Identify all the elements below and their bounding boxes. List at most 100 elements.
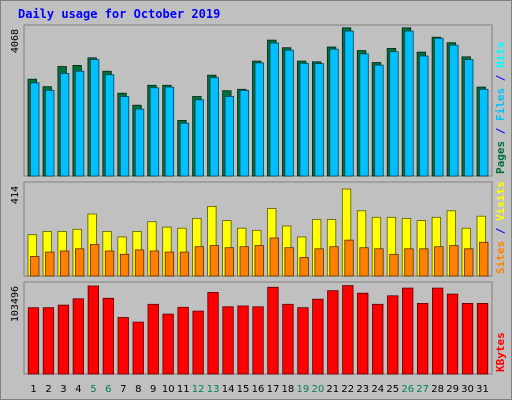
x-tick-label-day-4: 4 bbox=[75, 384, 81, 395]
bar-visits-sites-day-3 bbox=[60, 250, 70, 277]
axis-label-part-pages: Pages bbox=[494, 141, 507, 174]
bar-kbytes-kbytes-day-28 bbox=[431, 287, 444, 375]
x-tick-label-day-9: 9 bbox=[150, 384, 156, 395]
x-tick-label-day-23: 23 bbox=[356, 384, 369, 395]
x-tick-label-day-29: 29 bbox=[446, 384, 459, 395]
x-tick-label-day-27: 27 bbox=[416, 384, 429, 395]
bar-visits-sites-day-28 bbox=[434, 246, 444, 277]
x-tick-label-day-18: 18 bbox=[282, 384, 295, 395]
x-tick-label-day-24: 24 bbox=[371, 384, 384, 395]
chart-title: Daily usage for October 2019 bbox=[18, 7, 220, 21]
bar-kbytes-kbytes-day-26 bbox=[401, 287, 414, 375]
x-axis-labels: 1 2 3 4 5 6 7 8 9 10 11 12 13 14 15 16 17 18 19 20 21 22 23 24 2… bbox=[30, 384, 489, 395]
panel-max-label-hits: 4068 bbox=[10, 29, 21, 53]
bar-kbytes-kbytes-day-13 bbox=[207, 291, 219, 375]
bar-kbytes-kbytes-day-3 bbox=[57, 304, 70, 375]
bar-kbytes-kbytes-day-2 bbox=[42, 307, 55, 375]
x-tick-label-day-1: 1 bbox=[30, 384, 36, 395]
bar-visits-sites-day-2 bbox=[45, 251, 55, 277]
bar-visits-sites-day-7 bbox=[119, 253, 130, 277]
bar-hits-files-day-17 bbox=[269, 42, 279, 177]
x-tick-label-day-6: 6 bbox=[105, 384, 111, 395]
bar-hits-files-day-10 bbox=[164, 86, 175, 177]
bar-visits-sites-day-11 bbox=[179, 251, 190, 277]
bar-kbytes-kbytes-day-25 bbox=[387, 295, 399, 375]
bar-visits-sites-day-19 bbox=[299, 257, 309, 277]
bar-kbytes-kbytes-day-5 bbox=[87, 285, 99, 375]
bar-kbytes-kbytes-day-20 bbox=[312, 298, 324, 375]
bar-kbytes-kbytes-day-10 bbox=[162, 313, 174, 375]
x-tick-label-day-25: 25 bbox=[386, 384, 399, 395]
bar-visits-sites-day-16 bbox=[254, 245, 264, 277]
bar-kbytes-kbytes-day-1 bbox=[27, 307, 40, 375]
bar-kbytes-kbytes-day-7 bbox=[117, 317, 129, 375]
bar-visits-sites-day-12 bbox=[194, 246, 205, 277]
bar-hits-files-day-9 bbox=[149, 87, 160, 177]
bar-kbytes-kbytes-day-18 bbox=[282, 303, 294, 375]
axis-label-separator: / bbox=[494, 68, 507, 88]
bar-kbytes-kbytes-day-17 bbox=[267, 286, 279, 375]
x-tick-label-day-15: 15 bbox=[237, 384, 250, 395]
bar-hits-files-day-7 bbox=[119, 96, 130, 177]
bar-kbytes-kbytes-day-31 bbox=[476, 302, 489, 375]
bar-hits-files-day-29 bbox=[449, 44, 459, 177]
bar-visits-sites-day-18 bbox=[284, 247, 294, 277]
bar-visits-sites-day-23 bbox=[359, 247, 369, 277]
bar-kbytes-kbytes-day-19 bbox=[297, 307, 309, 375]
x-tick-label-day-31: 31 bbox=[476, 384, 489, 395]
bar-kbytes-kbytes-day-9 bbox=[147, 303, 159, 375]
axis-label-part-sites: Sites bbox=[494, 241, 507, 274]
bar-visits-sites-day-13 bbox=[209, 245, 220, 277]
bar-visits-sites-day-6 bbox=[104, 250, 115, 277]
bar-hits-files-day-2 bbox=[45, 90, 55, 177]
bar-hits-files-day-14 bbox=[224, 96, 235, 177]
bar-visits-sites-day-15 bbox=[239, 246, 249, 277]
bar-hits-files-day-8 bbox=[134, 108, 145, 177]
x-tick-label-day-5: 5 bbox=[90, 384, 96, 395]
bar-visits-sites-day-31 bbox=[479, 241, 489, 277]
bar-hits-files-day-18 bbox=[284, 49, 294, 177]
bar-hits-files-day-26 bbox=[404, 30, 414, 177]
bar-kbytes-kbytes-day-30 bbox=[461, 302, 474, 375]
bar-visits-sites-day-8 bbox=[134, 249, 145, 277]
bar-hits-files-day-28 bbox=[434, 37, 444, 177]
x-tick-label-day-11: 11 bbox=[177, 384, 190, 395]
bar-hits-files-day-24 bbox=[374, 64, 384, 177]
bar-visits-sites-day-21 bbox=[329, 246, 339, 277]
bar-visits-sites-day-5 bbox=[90, 244, 100, 277]
bar-visits-sites-day-17 bbox=[269, 237, 279, 277]
bar-visits-sites-day-29 bbox=[449, 245, 459, 277]
bar-kbytes-kbytes-day-12 bbox=[192, 310, 204, 375]
bar-kbytes-kbytes-day-23 bbox=[357, 292, 369, 375]
axis-label-part-kbytes: KBytes bbox=[494, 332, 507, 372]
bar-hits-files-day-27 bbox=[419, 55, 429, 177]
panel-axis-label-hits: Pages / Files / Hits bbox=[494, 42, 507, 175]
bar-hits-files-day-13 bbox=[209, 77, 220, 177]
bar-kbytes-kbytes-day-14 bbox=[222, 306, 234, 375]
axis-label-part-visits: Visits bbox=[494, 181, 507, 221]
bar-visits-sites-day-26 bbox=[404, 248, 414, 277]
bar-kbytes-kbytes-day-15 bbox=[237, 305, 249, 375]
bar-hits-files-day-15 bbox=[239, 90, 249, 177]
bar-hits-files-day-3 bbox=[60, 73, 70, 177]
axis-label-separator: / bbox=[494, 121, 507, 141]
axis-label-part-files: Files bbox=[494, 88, 507, 121]
bar-visits-sites-day-1 bbox=[30, 255, 40, 277]
panel-max-label-visits: 414 bbox=[10, 186, 21, 204]
x-tick-label-day-26: 26 bbox=[401, 384, 414, 395]
x-tick-label-day-13: 13 bbox=[207, 384, 220, 395]
x-tick-label-day-10: 10 bbox=[162, 384, 175, 395]
bar-hits-files-day-30 bbox=[464, 59, 474, 177]
panel-hits: 4068 Pages / Files / Hits bbox=[10, 24, 507, 177]
x-tick-label-day-16: 16 bbox=[252, 384, 265, 395]
bar-hits-files-day-25 bbox=[389, 51, 399, 177]
bar-visits-sites-day-10 bbox=[164, 251, 175, 277]
bar-visits-sites-day-20 bbox=[314, 248, 324, 277]
bar-visits-sites-day-14 bbox=[224, 247, 235, 277]
bar-visits-sites-day-4 bbox=[75, 248, 85, 277]
axis-label-part-hits: Hits bbox=[494, 42, 507, 69]
bar-kbytes-kbytes-day-6 bbox=[102, 297, 114, 375]
chart-panels: 4068 Pages / Files / Hits 414 Sites / Visit… bbox=[10, 24, 507, 375]
bar-visits-sites-day-25 bbox=[389, 253, 399, 277]
bar-visits-sites-day-22 bbox=[344, 239, 354, 277]
